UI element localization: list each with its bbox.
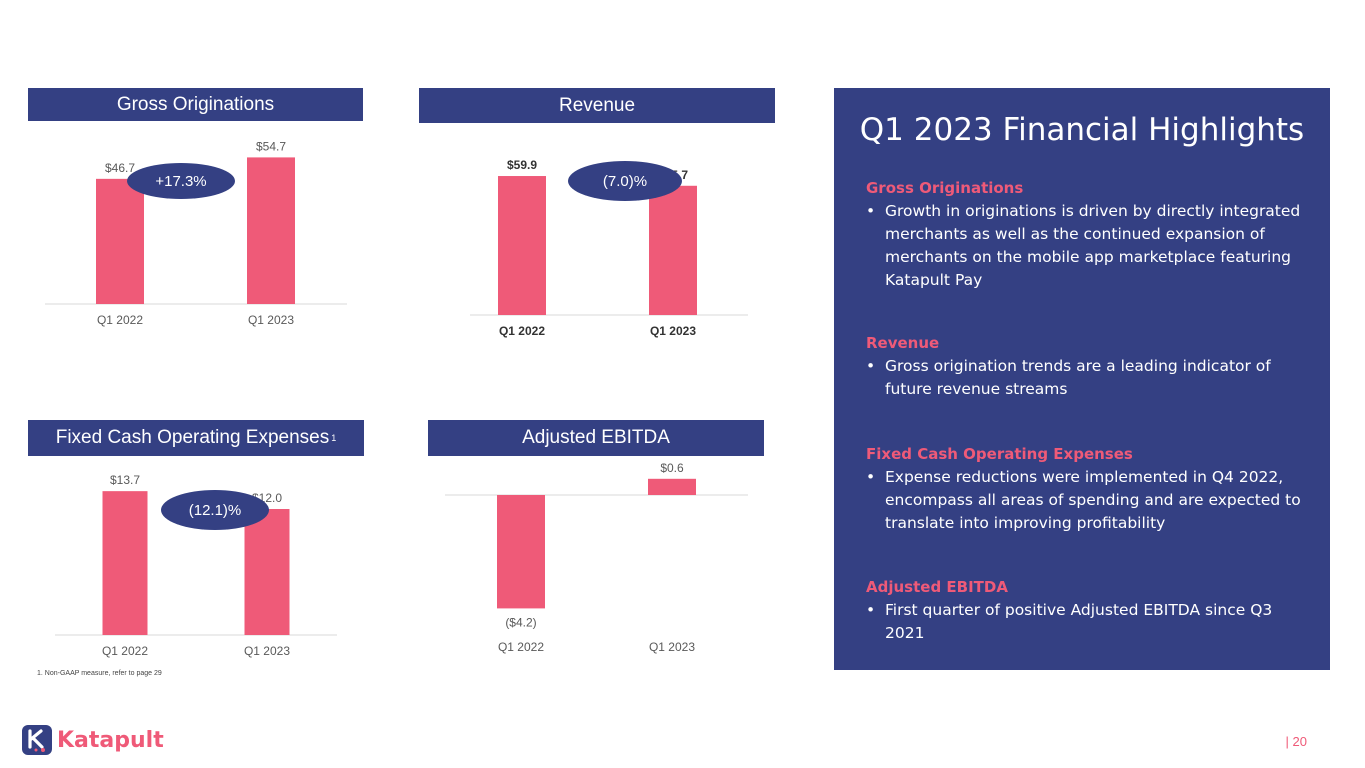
highlight-gross-originations: Gross Originations Growth in origination… (866, 179, 1316, 292)
k-glyph-icon (28, 729, 45, 752)
gross-originations-title-text: Gross Originations (116, 93, 275, 115)
adjusted-ebitda-bar (497, 495, 545, 609)
adjusted-ebitda-category-label: Q1 2022 (498, 640, 544, 654)
fixed-cash-opex-category-label: Q1 2023 (244, 644, 290, 658)
highlight-bullet: Gross origination trends are a leading i… (866, 355, 1316, 401)
revenue-title-text: Revenue (558, 94, 636, 116)
fixed-cash-opex-change-badge: (12.1)% (161, 490, 269, 530)
revenue-data-label: $59.9 (507, 158, 537, 172)
fixed-cash-opex-bar (244, 509, 290, 635)
fixed-cash-opex-data-label: $13.7 (110, 473, 140, 487)
gross-originations-bar (96, 178, 144, 304)
highlight-heading: Gross Originations (866, 179, 1024, 197)
footnote-marker: 1 (331, 433, 337, 443)
revenue-bar (498, 176, 546, 315)
adjusted-ebitda-title-text: Adjusted EBITDA (522, 427, 670, 448)
fixed-cash-opex-category-label: Q1 2022 (102, 644, 148, 658)
footnote: 1. Non-GAAP measure, refer to page 29 (37, 670, 162, 677)
highlight-bullet: Expense reductions were implemented in Q… (866, 466, 1316, 535)
fixed-cash-opex-title-text: Fixed Cash Operating Expenses (55, 427, 330, 448)
gross-originations-data-label: $46.7 (105, 161, 135, 175)
highlight-adjusted-ebitda: Adjusted EBITDA First quarter of positiv… (866, 578, 1316, 645)
fixed-cash-opex-bar (102, 491, 148, 635)
katapult-logo-mark-icon (22, 725, 52, 755)
highlights-title: Q1 2023 Financial Highlights (859, 112, 1305, 148)
adjusted-ebitda-data-label: $0.6 (660, 461, 684, 475)
gross-originations-change-badge: +17.3% (127, 163, 235, 199)
fixed-cash-opex-change-text: (12.1)% (188, 501, 242, 519)
revenue-bar (649, 185, 697, 315)
gross-originations-category-label: Q1 2022 (97, 313, 143, 327)
gross-originations-title: Gross Originations (28, 88, 363, 121)
adjusted-ebitda-bar (648, 478, 696, 495)
page-number: | 20 (1285, 734, 1307, 749)
highlight-heading: Fixed Cash Operating Expenses (866, 445, 1133, 463)
revenue-category-label: Q1 2022 (499, 324, 545, 338)
katapult-logo: Katapult (22, 725, 164, 755)
katapult-logo-text: Katapult (57, 727, 164, 753)
revenue-title: Revenue (419, 88, 775, 123)
adjusted-ebitda-data-label: ($4.2) (505, 615, 536, 629)
revenue-category-label: Q1 2023 (650, 324, 696, 338)
revenue-change-text: (7.0)% (602, 172, 648, 190)
gross-originations-category-label: Q1 2023 (248, 313, 294, 327)
gross-originations-data-label: $54.7 (256, 139, 286, 153)
gross-originations-bar (247, 157, 295, 304)
highlight-bullet: First quarter of positive Adjusted EBITD… (866, 599, 1316, 645)
highlight-heading: Adjusted EBITDA (866, 578, 1008, 596)
highlight-heading: Revenue (866, 334, 940, 352)
adjusted-ebitda-title: Adjusted EBITDA (428, 420, 764, 456)
highlight-revenue: Revenue Gross origination trends are a l… (866, 334, 1316, 401)
gross-originations-change-text: +17.3% (155, 172, 207, 190)
highlight-fixed-cash-opex: Fixed Cash Operating Expenses Expense re… (866, 445, 1316, 535)
fixed-cash-opex-title: Fixed Cash Operating Expenses 1 (28, 420, 364, 456)
revenue-change-badge: (7.0)% (568, 161, 682, 201)
highlight-bullet: Growth in originations is driven by dire… (866, 200, 1316, 292)
adjusted-ebitda-category-label: Q1 2023 (649, 640, 695, 654)
financial-highlights-panel: Q1 2023 Financial Highlights Gross Origi… (834, 88, 1330, 670)
